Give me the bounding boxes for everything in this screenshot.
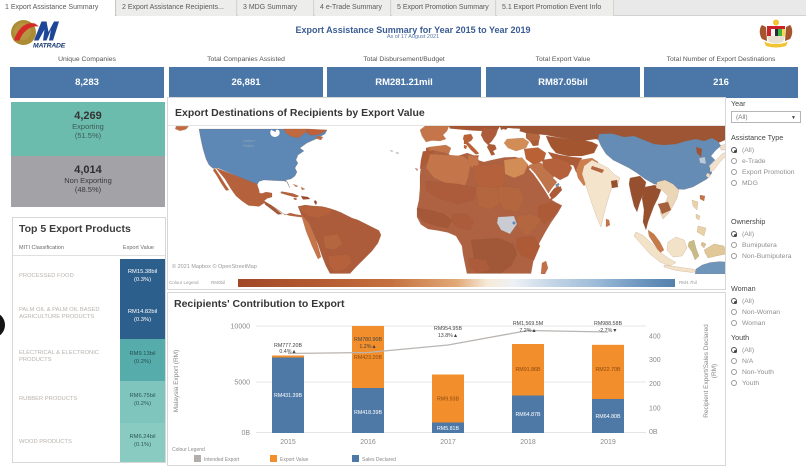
svg-text:RM777.20B: RM777.20B: [274, 343, 302, 349]
svg-text:10000: 10000: [231, 324, 251, 331]
svg-text:400: 400: [649, 334, 661, 341]
svg-text:Malaysia Export (RM): Malaysia Export (RM): [173, 350, 180, 412]
svg-text:-2.7%▼: -2.7%▼: [598, 328, 617, 334]
svg-text:(RM): (RM): [711, 364, 718, 378]
svg-text:United: United: [243, 138, 255, 143]
svg-text:RM64.87B: RM64.87B: [515, 412, 540, 418]
svg-text:RM423.20B: RM423.20B: [354, 355, 382, 361]
svg-text:RM954.95B: RM954.95B: [434, 326, 462, 332]
svg-text:0B: 0B: [241, 430, 250, 437]
svg-text:2016: 2016: [360, 439, 376, 446]
svg-text:RM418.39B: RM418.39B: [354, 410, 382, 416]
svg-text:0.4%▲: 0.4%▲: [279, 349, 296, 355]
svg-text:RM9.93B: RM9.93B: [437, 397, 460, 403]
svg-text:2015: 2015: [280, 439, 296, 446]
svg-text:MATRADE: MATRADE: [33, 43, 66, 50]
svg-text:7.2%▲: 7.2%▲: [519, 328, 536, 334]
svg-text:1.2%▲: 1.2%▲: [359, 344, 376, 350]
svg-text:RM91.86B: RM91.86B: [515, 367, 540, 373]
svg-text:RM5.81B: RM5.81B: [437, 426, 460, 432]
svg-text:RM431.39B: RM431.39B: [274, 393, 302, 399]
svg-text:RM1,569.5M: RM1,569.5M: [513, 321, 543, 327]
svg-text:RM64.80B: RM64.80B: [595, 414, 620, 420]
svg-text:2018: 2018: [520, 439, 536, 446]
svg-text:2019: 2019: [600, 439, 616, 446]
svg-text:Recipient Export/Sales Declare: Recipient Export/Sales Declared: [703, 324, 710, 418]
svg-text:2017: 2017: [440, 439, 456, 446]
svg-text:200: 200: [649, 381, 661, 388]
svg-text:RM22.70B: RM22.70B: [595, 367, 620, 373]
svg-text:100: 100: [649, 406, 661, 413]
svg-text:States: States: [243, 143, 254, 148]
svg-text:RM988.58B: RM988.58B: [594, 321, 622, 327]
svg-text:0B: 0B: [649, 429, 658, 436]
svg-text:13.8%▲: 13.8%▲: [438, 333, 458, 339]
svg-text:RM780.90B: RM780.90B: [354, 337, 382, 343]
svg-text:5000: 5000: [234, 380, 250, 387]
svg-text:300: 300: [649, 357, 661, 364]
